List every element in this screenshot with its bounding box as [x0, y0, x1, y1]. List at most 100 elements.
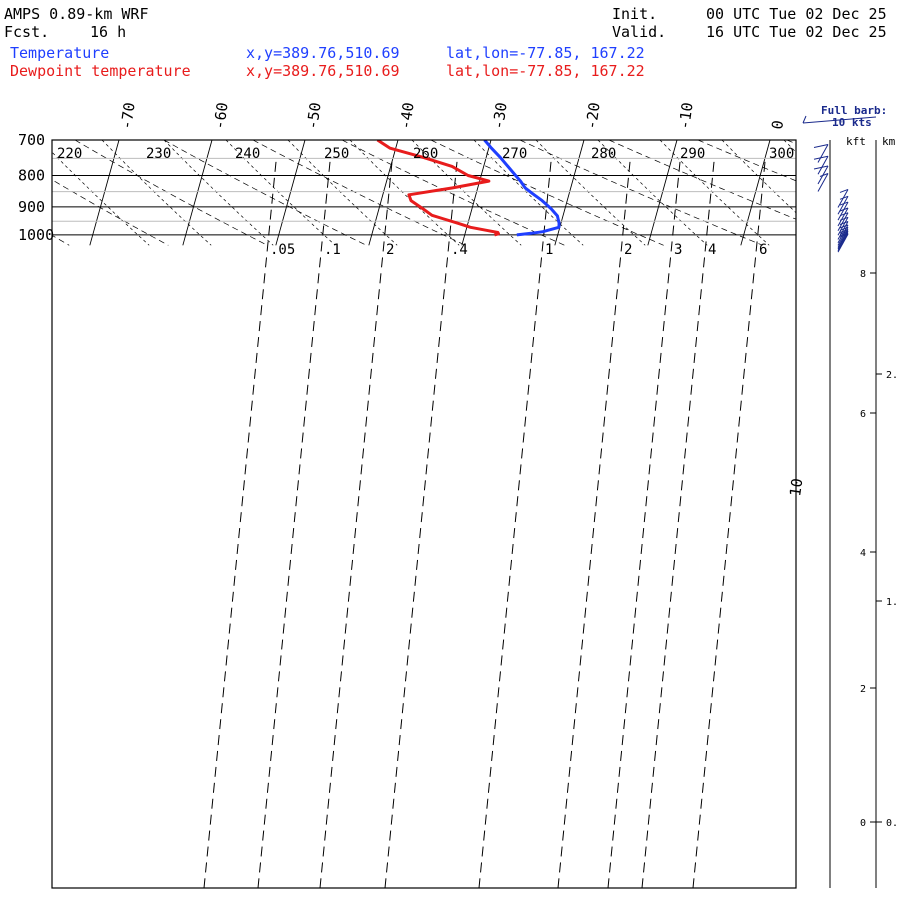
wind-barb-flag [839, 233, 849, 238]
wind-barb [837, 229, 849, 248]
wind-barbs [813, 144, 849, 253]
legend-dewpoint-coords: x,y=389.76,510.69 [246, 62, 400, 80]
wind-barb-flag [839, 229, 849, 233]
wind-barb-flag [839, 212, 849, 217]
wind-barb [817, 173, 829, 192]
wind-barb-staff [837, 221, 849, 240]
wind-barb-flag [839, 230, 849, 235]
moist-adiabat [846, 140, 900, 245]
isotherm-label: -40 [396, 101, 418, 130]
dry-adiabat-label: 270 [502, 146, 527, 162]
barb-legend: Full barb: 10 kts [802, 104, 887, 129]
km-tick-label: 0. [886, 818, 898, 829]
wind-barb-flag [819, 173, 829, 177]
valid-value: 16 UTC Tue 02 Dec 25 [706, 23, 887, 41]
kft-axis-label: kft [846, 135, 866, 148]
wind-barb-flag [813, 165, 829, 170]
mixing-ratio-line [384, 161, 458, 888]
wind-barb [837, 212, 849, 231]
mixing-ratio-label: .1 [324, 242, 341, 258]
isotherm [647, 140, 678, 246]
kft-tick-label: 4 [860, 548, 866, 559]
pressure-label: 800 [18, 167, 45, 185]
dry-adiabat-label: 290 [680, 146, 705, 162]
wind-barb-staff [837, 232, 849, 251]
sounding-traces [376, 140, 561, 237]
wind-barb-staff [837, 230, 849, 250]
dry-adiabat [341, 140, 565, 246]
wind-barb-flag [839, 188, 849, 193]
wind-barb [837, 232, 849, 251]
pressure-label: 900 [18, 198, 45, 216]
isotherm-label: -20 [582, 101, 604, 130]
model-title: AMPS 0.89-km WRF [4, 5, 149, 23]
mixing-ratio-label: 4 [708, 242, 716, 258]
wind-barb [837, 201, 849, 221]
valid-label: Valid. [612, 23, 667, 41]
kft-tick-label: 8 [860, 269, 866, 280]
wind-barb-flag [839, 232, 849, 237]
isotherm-label: -10 [675, 101, 697, 130]
pressure-label: 1000 [18, 226, 54, 244]
dry-adiabat-label: 230 [146, 146, 171, 162]
legend-temperature-name: Temperature [10, 44, 110, 62]
dry-adiabat [876, 140, 900, 245]
dry-adiabat-label: 250 [324, 146, 349, 162]
height-axis: 0 2 4 6 8 0. 1. 2. [829, 140, 898, 888]
wind-barb [837, 207, 849, 227]
wind-barb-staff [837, 233, 849, 253]
legend-temperature-coords: x,y=389.76,510.69 [246, 44, 400, 62]
dry-adiabat-label: 220 [57, 146, 82, 162]
legend-dewpoint-name: Dewpoint temperature [10, 62, 191, 80]
kft-tick-label: 6 [860, 409, 866, 420]
mixing-ratio-label: 2 [386, 242, 394, 258]
wind-barb-flag [813, 144, 829, 149]
wind-barb-staff [817, 155, 829, 175]
wind-barb [837, 195, 849, 215]
wind-barb-staff [837, 212, 849, 231]
pressure-label: 700 [18, 131, 45, 149]
wind-barb-staff [837, 201, 849, 221]
barb-legend-line2: 10 kts [832, 116, 872, 129]
mixing-ratio-line [478, 161, 552, 888]
init-label: Init. [612, 5, 658, 23]
mixing-ratio-label: .05 [270, 242, 295, 258]
kft-tick-label: 2 [860, 684, 866, 695]
temperature-trace [483, 140, 561, 237]
fcst-label: Fcst. [4, 23, 50, 41]
isotherm [89, 140, 120, 246]
wind-barb-staff [817, 144, 829, 163]
wind-barb-flag [839, 207, 849, 212]
kft-tick-label: 0 [860, 818, 866, 829]
isotherm [461, 140, 492, 246]
dry-adiabat [608, 140, 796, 220]
barb-legend-line1: Full barb: [821, 104, 887, 117]
wind-barb-flag [839, 224, 849, 229]
isotherm-label: -70 [117, 101, 139, 130]
dry-adiabat [74, 140, 268, 246]
mixing-ratio-label: 2 [624, 242, 632, 258]
isotherm-label: -60 [210, 101, 232, 130]
wind-barb-flag [839, 226, 849, 231]
dry-adiabat [697, 140, 796, 182]
wind-barb [837, 233, 849, 253]
wind-barb-staff [837, 196, 849, 215]
wind-barb [837, 221, 849, 240]
dry-adiabat-label: 240 [235, 146, 260, 162]
mixing-ratio-line [692, 161, 766, 888]
init-value: 00 UTC Tue 02 Dec 25 [706, 5, 887, 23]
km-tick-label: 1. [886, 597, 898, 608]
mixing-ratio-label: 1 [545, 242, 553, 258]
moist-adiabat [659, 140, 770, 246]
dry-adiabat [52, 179, 169, 246]
mixing-ratio-line [319, 161, 393, 888]
isotherm [182, 140, 213, 246]
wind-barb [837, 230, 849, 250]
legend-dewpoint-latlon: lat,lon=-77.85, 167.22 [446, 62, 645, 80]
moist-adiabat [473, 140, 584, 246]
isotherm-label: -30 [489, 101, 511, 130]
isotherm [275, 140, 306, 246]
moist-adiabat [349, 140, 460, 246]
wind-barb-flag [839, 195, 849, 200]
